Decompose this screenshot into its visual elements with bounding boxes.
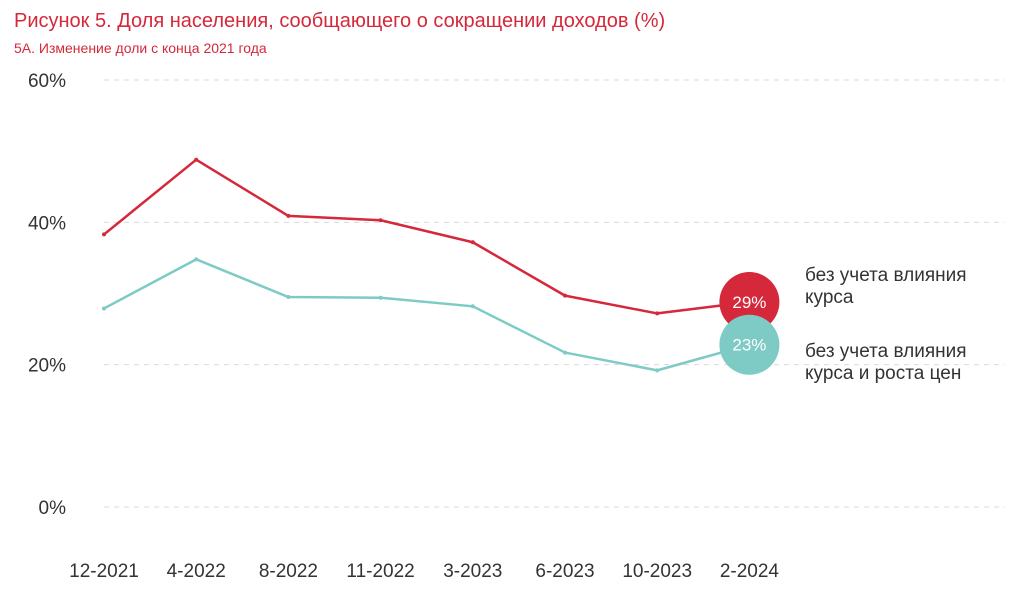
data-point <box>378 218 383 223</box>
series-label: без учета влияния <box>805 341 967 362</box>
data-point <box>563 293 567 298</box>
data-point <box>470 304 475 309</box>
end-value-label: 29% <box>732 293 766 312</box>
data-point <box>102 232 106 237</box>
series-label: курса <box>805 287 854 308</box>
chart-title: Рисунок 5. Доля населения, сообщающего о… <box>14 10 666 32</box>
data-point <box>286 295 291 300</box>
data-point <box>102 306 106 311</box>
x-tick-label: 11-2022 <box>346 561 414 582</box>
x-tick-label: 6-2023 <box>535 561 594 582</box>
data-point <box>655 311 660 316</box>
data-point <box>194 157 199 162</box>
y-tick-label: 60% <box>28 71 66 92</box>
x-tick-label: 8-2022 <box>259 561 318 582</box>
data-point <box>655 368 660 373</box>
end-value-bubble <box>719 272 780 333</box>
series-line <box>103 258 750 372</box>
chart-subtitle: 5А. Изменение доли с конца 2021 года <box>14 40 267 56</box>
data-point <box>470 240 475 245</box>
y-tick-label: 20% <box>28 356 66 377</box>
x-tick-label: 4-2022 <box>167 561 226 582</box>
x-tick-label: 2-2024 <box>720 561 780 582</box>
series-label: курса и роста цен <box>805 363 961 384</box>
data-point <box>194 257 199 262</box>
x-tick-label: 3-2023 <box>443 561 502 582</box>
end-value-label: 23% <box>732 336 766 355</box>
y-tick-label: 0% <box>39 498 67 519</box>
data-point <box>378 295 383 300</box>
series-label: без учета влияния <box>805 265 967 286</box>
data-point <box>563 350 567 355</box>
end-value-bubble <box>719 314 780 375</box>
x-tick-label: 12-2021 <box>69 561 139 582</box>
series-line <box>103 158 750 315</box>
x-tick-label: 10-2023 <box>622 561 692 582</box>
y-tick-label: 40% <box>28 213 66 234</box>
data-point <box>286 213 291 218</box>
